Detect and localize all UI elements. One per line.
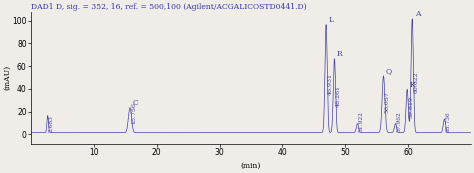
Text: 60.622: 60.622 [413, 71, 419, 93]
Text: 15.756: 15.756 [131, 102, 136, 124]
Text: 46.931: 46.931 [328, 73, 332, 95]
Text: A: A [415, 10, 420, 18]
Text: K: K [410, 81, 415, 89]
Text: 56.057: 56.057 [385, 91, 390, 113]
Text: 51.922: 51.922 [358, 111, 364, 131]
X-axis label: (min): (min) [241, 162, 261, 170]
Text: 57.962: 57.962 [396, 111, 401, 131]
Text: 59.819: 59.819 [409, 95, 413, 118]
Text: 48.261: 48.261 [336, 85, 341, 107]
Text: L: L [328, 16, 334, 24]
Text: 2.683: 2.683 [49, 115, 54, 131]
Y-axis label: (mAU): (mAU) [3, 65, 11, 90]
Text: Q: Q [386, 67, 392, 75]
Text: C: C [132, 99, 138, 107]
Text: 65.736: 65.736 [446, 111, 450, 131]
Text: DAD1 D, sig. = 352, 16, ref. = 500,100 (Agilent/ACGALICOSTD0441.D): DAD1 D, sig. = 352, 16, ref. = 500,100 (… [31, 3, 307, 11]
Text: R: R [337, 50, 343, 58]
